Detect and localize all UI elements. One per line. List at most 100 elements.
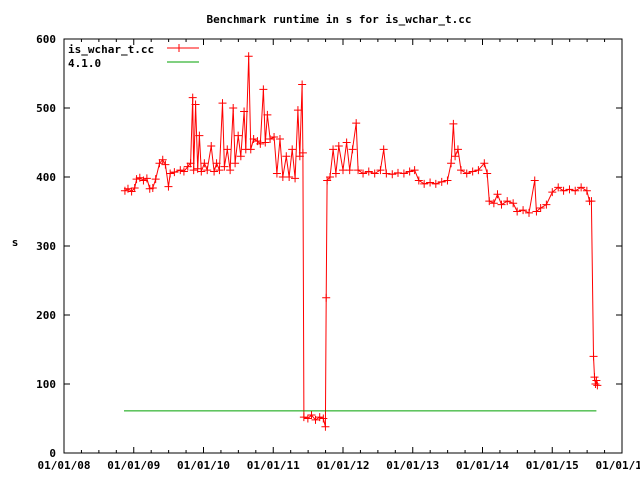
data-point [212, 159, 221, 168]
data-point [489, 199, 498, 208]
data-point [139, 176, 148, 185]
data-point [582, 186, 591, 195]
data-point [282, 152, 291, 161]
data-point [231, 159, 240, 168]
legend-label-4-1-0: 4.1.0 [68, 57, 101, 70]
data-point [244, 52, 253, 61]
data-point [451, 152, 460, 161]
data-point [592, 376, 601, 385]
data-point [447, 159, 456, 168]
data-point [548, 188, 557, 197]
data-point [249, 135, 258, 144]
data-point [223, 145, 232, 154]
data-point [298, 148, 307, 157]
data-point [345, 166, 354, 175]
data-point [519, 206, 528, 215]
data-point [275, 135, 284, 144]
data-point [197, 167, 206, 176]
data-point [480, 159, 489, 168]
data-point [536, 204, 545, 213]
data-point [565, 185, 574, 194]
data-point [186, 159, 195, 168]
data-point [176, 166, 185, 175]
data-point [364, 167, 373, 176]
axes: 0 100 200 300 400 500 600 01/01/08 01/01/09 01/01… [36, 33, 640, 472]
data-point [405, 167, 414, 176]
x-tick-label: 01/01/10 [177, 459, 230, 472]
data-point [285, 173, 294, 181]
data-point [493, 190, 502, 199]
data-point [370, 169, 379, 178]
data-point [319, 414, 328, 423]
data-point [542, 200, 551, 209]
data-point [426, 178, 435, 187]
plot-border [63, 38, 623, 454]
data-point [589, 352, 598, 361]
data-point [203, 166, 212, 175]
data-point [590, 373, 599, 382]
data-point [195, 131, 204, 140]
legend: is_wchar_t.cc 4.1.0 [68, 43, 199, 70]
data-point [207, 141, 216, 150]
data-point [554, 183, 563, 192]
data-point [352, 119, 361, 128]
data-point [388, 170, 397, 179]
data-point [148, 184, 157, 193]
data-point [261, 138, 270, 147]
data-point [359, 169, 368, 178]
data-point [414, 176, 423, 185]
data-point [200, 159, 209, 168]
data-point [130, 184, 139, 193]
y-axis-label: s [12, 236, 19, 249]
x-tick-label: 01/01/08 [38, 459, 91, 472]
y-tick-label: 0 [49, 447, 56, 460]
y-tick-label: 300 [36, 240, 56, 253]
data-point [288, 145, 297, 154]
data-point [342, 138, 351, 147]
data-point [410, 166, 419, 175]
data-point [298, 80, 307, 89]
plot-marks [120, 52, 602, 431]
x-tick-label: 01/01/13 [386, 459, 439, 472]
data-point [339, 166, 347, 175]
data-point [132, 175, 141, 184]
data-point [571, 186, 580, 195]
data-point [485, 197, 494, 206]
data-point [164, 182, 173, 191]
data-point [559, 186, 568, 195]
data-point [382, 169, 391, 178]
data-point [331, 169, 340, 178]
data-point [468, 167, 477, 176]
data-point [234, 131, 243, 140]
y-tick-label: 500 [36, 102, 56, 115]
data-point [348, 145, 357, 154]
data-point [532, 207, 541, 216]
data-point [236, 152, 245, 161]
data-point [437, 177, 446, 186]
data-point [593, 381, 602, 390]
data-point [453, 145, 462, 154]
x-tick-label: 01/01/11 [247, 459, 300, 472]
data-point [189, 166, 198, 175]
data-point [151, 175, 160, 184]
data-point [354, 166, 363, 175]
data-point [315, 413, 324, 422]
data-point [326, 173, 335, 181]
data-point [158, 155, 167, 164]
data-point [170, 168, 179, 177]
data-point [166, 169, 175, 178]
data-point [240, 107, 249, 116]
data-point [431, 179, 440, 188]
data-point [443, 176, 452, 185]
data-point [155, 159, 164, 168]
data-point [420, 179, 429, 188]
y-tick-label: 100 [36, 378, 56, 391]
data-point [303, 414, 312, 423]
data-point [272, 169, 281, 178]
data-point [229, 104, 238, 112]
data-point [161, 160, 170, 169]
data-point [577, 183, 586, 192]
data-point [311, 415, 320, 424]
data-point [509, 199, 518, 208]
